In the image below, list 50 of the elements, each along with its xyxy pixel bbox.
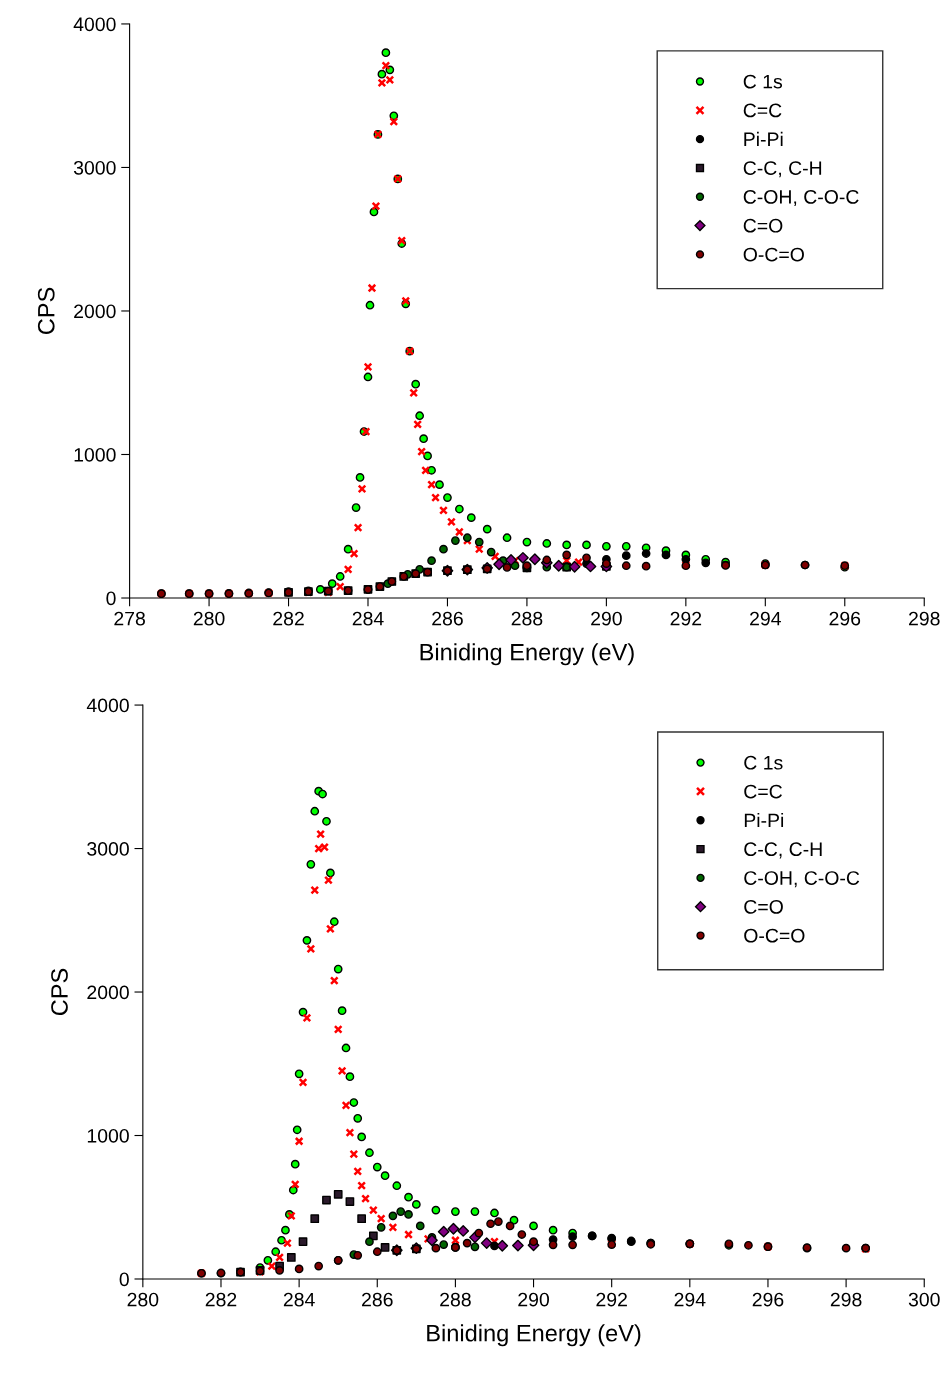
y-tick-label: 2000 bbox=[74, 304, 116, 319]
y-axis-title: CPS bbox=[37, 287, 55, 335]
x-tick-label: 296 bbox=[829, 611, 861, 626]
legend-label: C-C, C-H bbox=[743, 161, 822, 178]
y-tick-label: 0 bbox=[119, 1272, 129, 1287]
y-axis-title: CPS bbox=[51, 968, 68, 1016]
legend-label: C 1s bbox=[744, 755, 783, 770]
x-axis-title: Biniding Energy (eV) bbox=[420, 643, 634, 666]
legend-label: C 1s bbox=[743, 74, 783, 89]
y-tick-label: 2000 bbox=[87, 985, 129, 1000]
y-tick-label: 1000 bbox=[74, 447, 116, 462]
x-tick-label: 284 bbox=[352, 611, 384, 626]
legend-label: C=C bbox=[743, 103, 782, 118]
legend-label: C-C, C-H bbox=[744, 842, 822, 859]
x-tick-label: 292 bbox=[596, 1292, 627, 1307]
x-tick-label: 280 bbox=[127, 1292, 159, 1307]
y-tick-label: 3000 bbox=[87, 842, 129, 856]
x-tick-label: 288 bbox=[511, 611, 543, 626]
x-tick-label: 294 bbox=[674, 1292, 706, 1307]
x-axis-title: Biniding Energy (eV) bbox=[427, 1324, 641, 1347]
legend-label: Pi-Pi bbox=[744, 812, 784, 828]
x-tick-label: 280 bbox=[193, 611, 225, 626]
legend-label: Pi-Pi bbox=[744, 131, 783, 146]
x-tick-label: 288 bbox=[440, 1292, 471, 1307]
x-tick-label: 286 bbox=[362, 1292, 393, 1307]
x-tick-label: 290 bbox=[518, 1292, 550, 1307]
x-tick-label: 282 bbox=[273, 611, 304, 626]
legend-label: C=O bbox=[744, 899, 783, 914]
x-tick-label: 296 bbox=[752, 1292, 784, 1307]
x-tick-label: 294 bbox=[750, 611, 781, 626]
x-tick-label: 298 bbox=[909, 611, 940, 626]
y-tick-label: 4000 bbox=[73, 17, 116, 32]
x-tick-label: 282 bbox=[205, 1292, 237, 1307]
legend-label: C-OH, C-O-C bbox=[744, 871, 860, 888]
x-tick-label: 292 bbox=[670, 611, 702, 626]
legend-label: C=C bbox=[744, 784, 782, 799]
y-tick-label: 0 bbox=[106, 591, 116, 606]
y-tick-label: 4000 bbox=[86, 698, 129, 713]
x-tick-label: 278 bbox=[114, 611, 145, 626]
x-tick-label: 300 bbox=[908, 1292, 940, 1307]
legend-label: C-OH, C-O-C bbox=[743, 190, 859, 207]
legend-label: O-C=O bbox=[743, 247, 804, 262]
x-tick-label: 290 bbox=[591, 611, 622, 626]
x-tick-label: 286 bbox=[432, 611, 463, 626]
y-tick-label: 3000 bbox=[73, 160, 116, 175]
legend-label: C=O bbox=[743, 218, 783, 233]
x-tick-label: 298 bbox=[830, 1292, 862, 1307]
legend-label: O-C=O bbox=[744, 928, 805, 943]
x-tick-label: 284 bbox=[283, 1292, 315, 1307]
y-tick-label: 1000 bbox=[87, 1128, 129, 1143]
